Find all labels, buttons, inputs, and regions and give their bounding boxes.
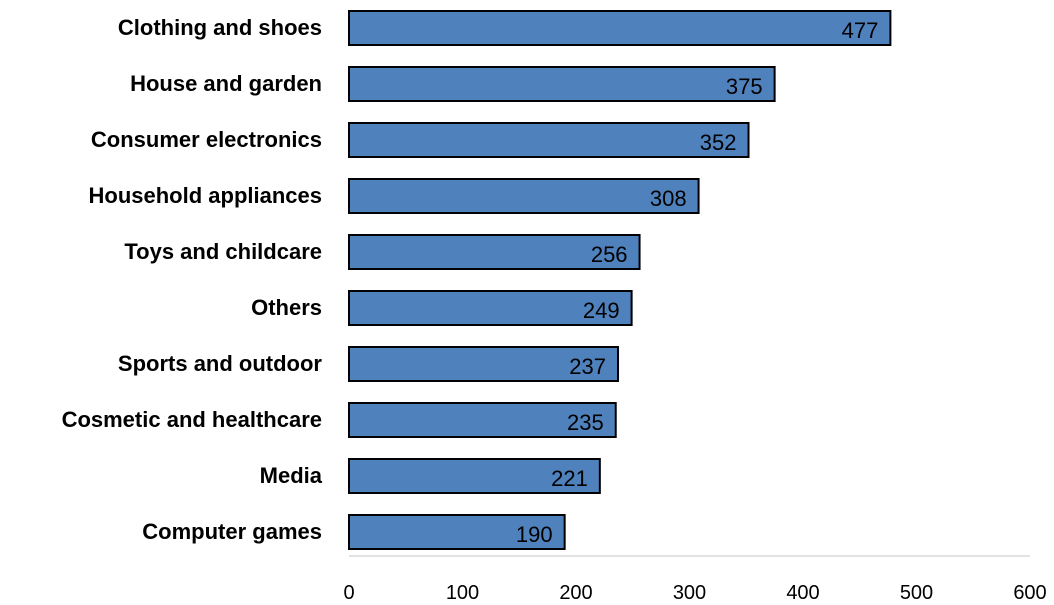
bar-toys-and-childcare (348, 234, 641, 270)
bars-layer: Clothing and shoes 477 House and garden 375… (62, 10, 892, 550)
bar-others (348, 290, 633, 326)
category-label-media: Media (260, 463, 323, 488)
x-tick-label: 400 (786, 582, 819, 604)
category-label-toys-and-childcare: Toys and childcare (124, 239, 322, 264)
category-label-house-and-garden: House and garden (130, 71, 322, 96)
bar-sports-and-outdoor (348, 346, 619, 382)
value-label-computer-games: 190 (516, 522, 553, 547)
bar-house-and-garden (348, 66, 776, 102)
value-label-clothing-and-shoes: 477 (842, 18, 879, 43)
x-tick-label: 300 (673, 582, 706, 604)
category-label-others: Others (251, 295, 322, 320)
value-label-household-appliances: 308 (650, 186, 687, 211)
value-label-media: 221 (551, 466, 588, 491)
value-label-house-and-garden: 375 (726, 74, 763, 99)
value-label-cosmetic-and-healthcare: 235 (567, 410, 604, 435)
value-label-others: 249 (583, 298, 620, 323)
category-label-consumer-electronics: Consumer electronics (91, 127, 322, 152)
value-label-consumer-electronics: 352 (700, 130, 737, 155)
value-label-toys-and-childcare: 256 (591, 242, 628, 267)
category-label-household-appliances: Household appliances (89, 183, 323, 208)
bar-computer-games (348, 514, 566, 550)
bar-consumer-electronics (348, 122, 750, 158)
x-tick-label: 100 (446, 582, 479, 604)
x-tick-label: 0 (343, 582, 354, 604)
bar-media (348, 458, 601, 494)
category-label-clothing-and-shoes: Clothing and shoes (118, 15, 322, 40)
category-label-cosmetic-and-healthcare: Cosmetic and healthcare (62, 407, 322, 432)
bar-cosmetic-and-healthcare (348, 402, 617, 438)
bar-household-appliances (348, 178, 700, 214)
value-label-sports-and-outdoor: 237 (569, 354, 606, 379)
bar-clothing-and-shoes (348, 10, 892, 46)
x-tick-label: 500 (900, 582, 933, 604)
x-axis: 0 100 200 300 400 500 600 (343, 555, 1047, 604)
x-tick-label: 200 (559, 582, 592, 604)
category-label-computer-games: Computer games (142, 519, 322, 544)
x-tick-label: 600 (1013, 582, 1046, 604)
category-label-sports-and-outdoor: Sports and outdoor (118, 351, 323, 376)
